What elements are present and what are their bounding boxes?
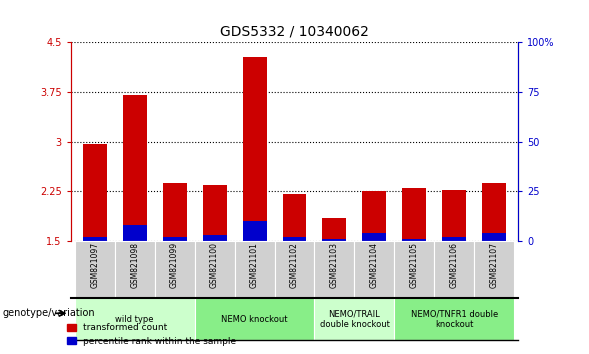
Bar bbox=[482, 183, 507, 241]
Bar bbox=[203, 184, 227, 241]
Text: GSM821098: GSM821098 bbox=[130, 242, 139, 288]
Text: wild type: wild type bbox=[115, 314, 154, 324]
Bar bbox=[362, 233, 386, 241]
Bar bbox=[243, 57, 267, 241]
Bar bbox=[75, 298, 194, 340]
Bar bbox=[435, 241, 474, 298]
Text: GSM821100: GSM821100 bbox=[210, 242, 219, 288]
Text: GSM821102: GSM821102 bbox=[290, 242, 299, 287]
Bar bbox=[474, 241, 514, 298]
Text: GSM821101: GSM821101 bbox=[250, 242, 259, 287]
Bar bbox=[203, 235, 227, 241]
Bar bbox=[362, 191, 386, 241]
Text: NEMO/TRAIL
double knockout: NEMO/TRAIL double knockout bbox=[319, 309, 389, 329]
Text: GSM821107: GSM821107 bbox=[490, 242, 499, 288]
Bar bbox=[442, 190, 466, 241]
Bar bbox=[402, 188, 426, 241]
Bar bbox=[75, 241, 115, 298]
Bar bbox=[274, 241, 315, 298]
Legend: transformed count, percentile rank within the sample: transformed count, percentile rank withi… bbox=[64, 320, 240, 349]
Bar bbox=[395, 241, 435, 298]
Bar bbox=[163, 237, 187, 241]
Text: GSM821099: GSM821099 bbox=[170, 242, 179, 288]
Bar bbox=[234, 241, 274, 298]
Text: genotype/variation: genotype/variation bbox=[3, 308, 95, 318]
Text: GSM821097: GSM821097 bbox=[90, 242, 99, 288]
Bar bbox=[163, 183, 187, 241]
Bar bbox=[123, 95, 147, 241]
Text: GDS5332 / 10340062: GDS5332 / 10340062 bbox=[220, 25, 369, 39]
Bar bbox=[123, 225, 147, 241]
Bar bbox=[243, 221, 267, 241]
Bar bbox=[402, 239, 426, 241]
Text: NEMO/TNFR1 double
knockout: NEMO/TNFR1 double knockout bbox=[411, 309, 498, 329]
Bar bbox=[82, 144, 107, 241]
Text: NEMO knockout: NEMO knockout bbox=[221, 314, 288, 324]
Bar bbox=[323, 239, 346, 241]
Bar bbox=[315, 298, 395, 340]
Bar bbox=[482, 233, 507, 241]
Bar bbox=[194, 241, 234, 298]
Text: GSM821104: GSM821104 bbox=[370, 242, 379, 288]
Bar bbox=[154, 241, 194, 298]
Bar bbox=[442, 237, 466, 241]
Bar bbox=[283, 194, 306, 241]
Bar bbox=[115, 241, 154, 298]
Bar bbox=[395, 298, 514, 340]
Text: GSM821106: GSM821106 bbox=[450, 242, 459, 288]
Bar bbox=[315, 241, 355, 298]
Bar bbox=[82, 237, 107, 241]
Text: GSM821103: GSM821103 bbox=[330, 242, 339, 288]
Bar bbox=[283, 237, 306, 241]
Bar bbox=[194, 298, 315, 340]
Bar bbox=[355, 241, 395, 298]
Bar bbox=[323, 218, 346, 241]
Text: GSM821105: GSM821105 bbox=[410, 242, 419, 288]
